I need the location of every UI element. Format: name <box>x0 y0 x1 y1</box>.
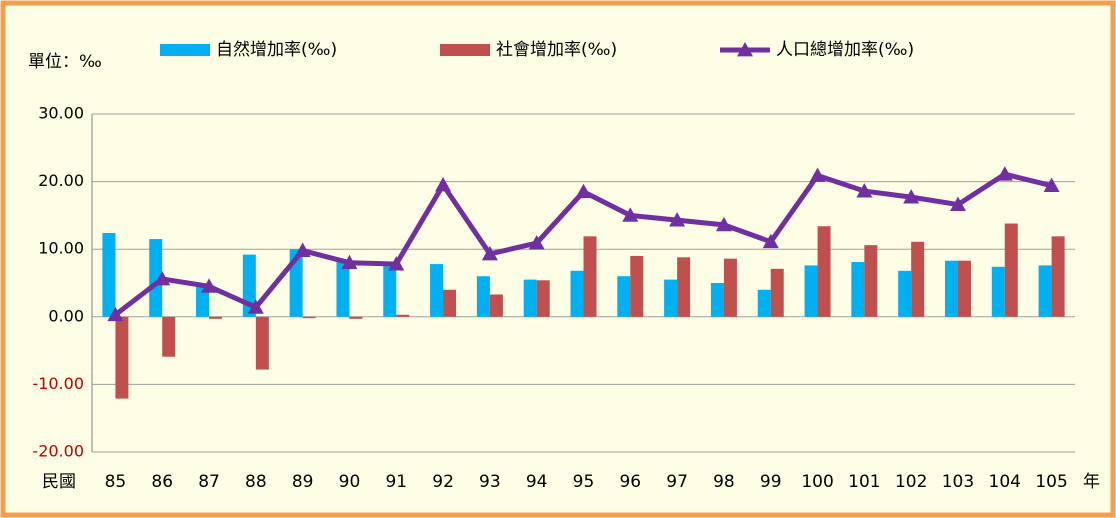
bar <box>149 239 163 317</box>
bar <box>430 264 444 317</box>
legend-swatch <box>160 44 210 56</box>
line-marker <box>622 207 639 222</box>
bar <box>723 258 737 317</box>
x-tick-label: 88 <box>245 472 267 492</box>
bar <box>864 245 878 317</box>
bar <box>851 262 865 317</box>
y-tick-label: -10.00 <box>32 374 84 393</box>
bar <box>255 316 269 370</box>
x-tick-label: 99 <box>760 472 782 492</box>
x-tick-label: 97 <box>666 472 688 492</box>
bar <box>209 316 223 319</box>
x-tick-label: 102 <box>895 472 927 492</box>
bar <box>1038 265 1052 317</box>
legend-label: 社會增加率(‰) <box>496 40 617 60</box>
y-tick-label: 20.00 <box>38 171 84 190</box>
line-marker <box>481 245 498 261</box>
bar <box>476 276 490 317</box>
y-tick-label: 30.00 <box>38 104 84 123</box>
bar <box>710 283 724 317</box>
bar <box>911 241 925 317</box>
bar <box>489 294 503 317</box>
line-marker <box>154 270 171 286</box>
legend-label: 自然增加率(‰) <box>216 40 337 60</box>
x-tick-label: 89 <box>292 472 314 492</box>
line-marker <box>435 176 452 192</box>
line-marker <box>996 166 1013 181</box>
line-marker <box>715 216 732 232</box>
line-marker <box>247 299 264 314</box>
bar <box>617 276 631 317</box>
bar <box>523 279 537 317</box>
bar <box>383 266 397 317</box>
line-marker <box>669 212 686 227</box>
bar <box>336 260 350 317</box>
bar <box>991 266 1005 317</box>
bar <box>583 236 597 317</box>
bar <box>630 255 644 317</box>
x-tick-label: 91 <box>385 472 407 492</box>
line-marker <box>856 183 873 198</box>
x-tick-label: 100 <box>801 472 833 492</box>
bar <box>115 316 129 399</box>
bar <box>898 270 912 317</box>
bar <box>804 265 818 317</box>
x-tick-label: 105 <box>1035 472 1067 492</box>
line-marker <box>809 167 826 182</box>
x-label-prefix: 民國 <box>42 472 76 492</box>
bar <box>1004 223 1018 317</box>
line-marker <box>341 254 358 270</box>
line-marker <box>294 242 311 257</box>
bar <box>770 268 784 317</box>
bar <box>677 257 691 317</box>
legend-swatch <box>440 44 490 56</box>
bar <box>944 260 958 317</box>
line-marker <box>903 189 920 204</box>
x-tick-label: 98 <box>713 472 735 492</box>
bar <box>664 279 678 317</box>
line-marker <box>388 256 405 271</box>
x-tick-label: 104 <box>989 472 1021 492</box>
legend-marker <box>737 42 753 57</box>
x-tick-label: 90 <box>339 472 361 492</box>
line-marker <box>949 196 966 211</box>
x-tick-label: 94 <box>526 472 548 492</box>
unit-label: 單位：‰ <box>28 52 102 72</box>
line-marker <box>1043 177 1060 193</box>
line-marker <box>528 235 545 250</box>
legend-label: 人口總增加率(‰) <box>776 40 914 60</box>
y-tick-label: 0.00 <box>48 306 84 325</box>
bar <box>102 232 116 317</box>
x-tick-label: 93 <box>479 472 501 492</box>
bar <box>443 289 457 317</box>
x-label-suffix: 年 <box>1083 472 1100 492</box>
x-tick-label: 103 <box>942 472 974 492</box>
line-marker <box>201 278 218 293</box>
bar <box>1051 236 1065 317</box>
x-tick-label: 101 <box>848 472 880 492</box>
x-tick-label: 86 <box>151 472 173 492</box>
bar <box>302 316 316 319</box>
y-tick-label: 10.00 <box>38 239 84 258</box>
x-tick-label: 87 <box>198 472 220 492</box>
bar <box>570 270 584 317</box>
line-marker <box>762 233 779 249</box>
bar <box>957 260 971 317</box>
bar <box>757 289 771 317</box>
bar <box>196 285 210 317</box>
bar <box>817 226 831 317</box>
bar <box>396 314 410 317</box>
x-tick-label: 85 <box>105 472 127 492</box>
bar <box>162 316 176 357</box>
x-tick-label: 92 <box>432 472 454 492</box>
line-marker <box>107 306 124 322</box>
line-marker <box>575 183 592 199</box>
y-tick-label: -20.00 <box>32 442 84 461</box>
bar <box>536 280 550 317</box>
x-tick-label: 96 <box>619 472 641 492</box>
x-tick-label: 95 <box>573 472 595 492</box>
bar <box>349 316 363 319</box>
